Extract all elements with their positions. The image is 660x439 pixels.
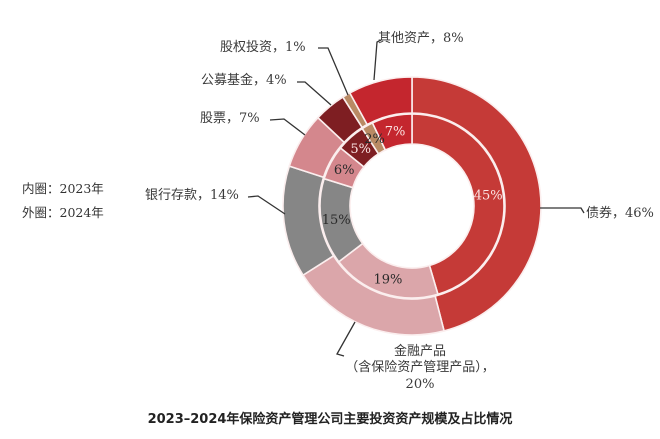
label-equity-investment: 股权投资，1% — [220, 40, 306, 55]
inner-label-bonds: 45% — [474, 189, 503, 204]
inner-label-bank-deposits: 15% — [322, 213, 351, 228]
leader-stocks — [269, 118, 306, 136]
leader-fin — [336, 321, 356, 357]
leader-bank — [247, 195, 286, 215]
inner-slice-other-assets — [371, 113, 413, 152]
legend-outer: 外圈：2024年 — [22, 205, 104, 220]
label-fin-line1: 金融产品 — [393, 344, 446, 359]
inner-label-equity-investment: 2% — [364, 132, 385, 147]
legend-inner: 内圈：2023年 — [22, 181, 104, 196]
inner-label-stocks: 6% — [334, 163, 355, 178]
inner-label-other-assets: 7% — [385, 124, 406, 139]
chart-title: 2023–2024年保险资产管理公司主要投资资产规模及占比情况 — [147, 412, 513, 427]
inner-slice-bonds — [411, 113, 505, 296]
label-bank-deposits: 银行存款，14% — [145, 188, 239, 203]
leader-bonds — [540, 207, 585, 214]
outer-ring-2024 — [282, 76, 542, 336]
leader-lines — [247, 39, 585, 357]
label-financial-products: 金融产品 （含保险资产管理产品）， 20% — [335, 344, 505, 393]
label-bonds: 债券，46% — [586, 206, 654, 221]
label-fin-line3: 20% — [405, 376, 435, 392]
label-fin-line2: （含保险资产管理产品）， — [345, 360, 495, 376]
outer-slice-other-assets — [348, 76, 413, 126]
inner-ring-labels: 45% 19% 15% 6% 5%2%7% — [322, 124, 503, 287]
label-public-funds: 公募基金，4% — [201, 73, 287, 88]
leader-other — [373, 39, 382, 81]
leader-equity — [318, 47, 349, 96]
leader-funds — [297, 81, 332, 106]
label-other-assets: 其他资产，8% — [378, 31, 464, 46]
inner-ring-2023 — [319, 113, 505, 299]
label-stocks: 股票，7% — [200, 111, 260, 126]
inner-label-financial-products: 19% — [374, 273, 403, 288]
inner-label-public-funds: 5% — [350, 142, 371, 157]
